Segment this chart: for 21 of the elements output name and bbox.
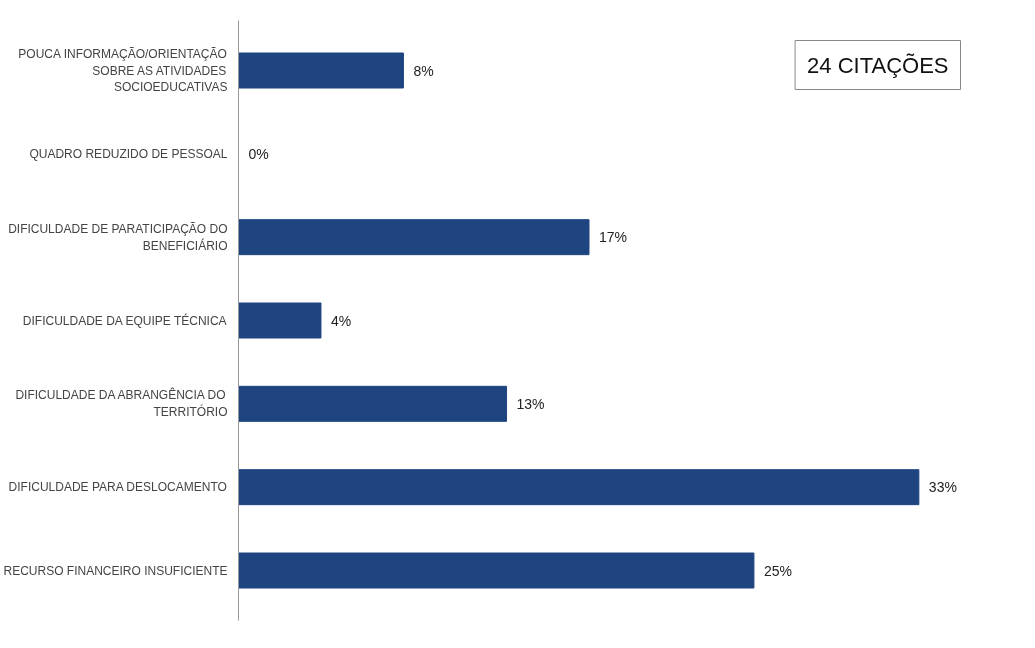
- bar: [238, 52, 404, 89]
- data-label: 4%: [330, 312, 352, 329]
- y-tick-label: DIFICULDADE PARA DESLOCAMENTO: [8, 480, 227, 495]
- data-label: 13%: [516, 395, 545, 412]
- bar: [238, 469, 920, 506]
- annotation: 24 CITAÇÕES: [807, 52, 949, 78]
- bar: [238, 385, 508, 422]
- y-tick-label: DIFICULDADE DA ABRANGÊNCIA DO TERRITÓRIO: [15, 387, 228, 420]
- data-label: 33%: [928, 479, 957, 496]
- y-tick-label: POUCA INFORMAÇÃO/ORIENTAÇÃO SOBRE AS ATIVIDADES SOCIOEDUCATIVAS: [18, 46, 228, 95]
- y-tick-label: QUADRO REDUZIDO DE PESSOAL: [29, 146, 228, 161]
- data-label: 17%: [598, 229, 628, 246]
- y-tick-label: DIFICULDADE DA EQUIPE TÉCNICA: [22, 312, 227, 328]
- bar: [238, 552, 755, 589]
- y-tick-label: RECURSO FINANCEIRO INSUFICIENTE: [3, 563, 228, 578]
- data-label: 25%: [763, 562, 792, 579]
- data-label: 0%: [248, 145, 269, 162]
- y-tick-label: DIFICULDADE DE PARATICIPAÇÃO DO BENEFICIÁRIO: [8, 221, 228, 253]
- data-label: 8%: [413, 62, 434, 79]
- bar: [238, 302, 322, 339]
- bar: [238, 219, 590, 256]
